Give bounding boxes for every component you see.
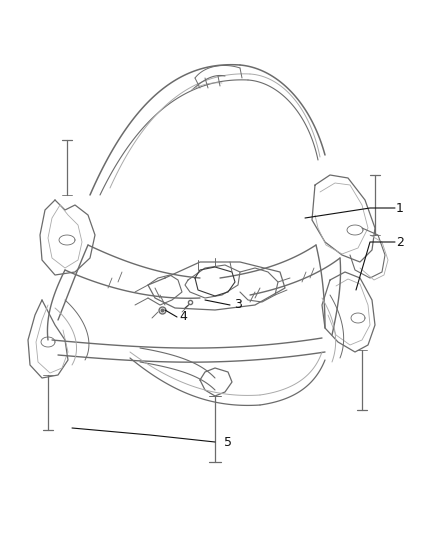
Text: 5: 5 [224,435,232,448]
Text: 4: 4 [179,311,187,324]
Text: 3: 3 [234,298,242,311]
Text: 2: 2 [396,236,404,248]
Text: 1: 1 [396,201,404,214]
